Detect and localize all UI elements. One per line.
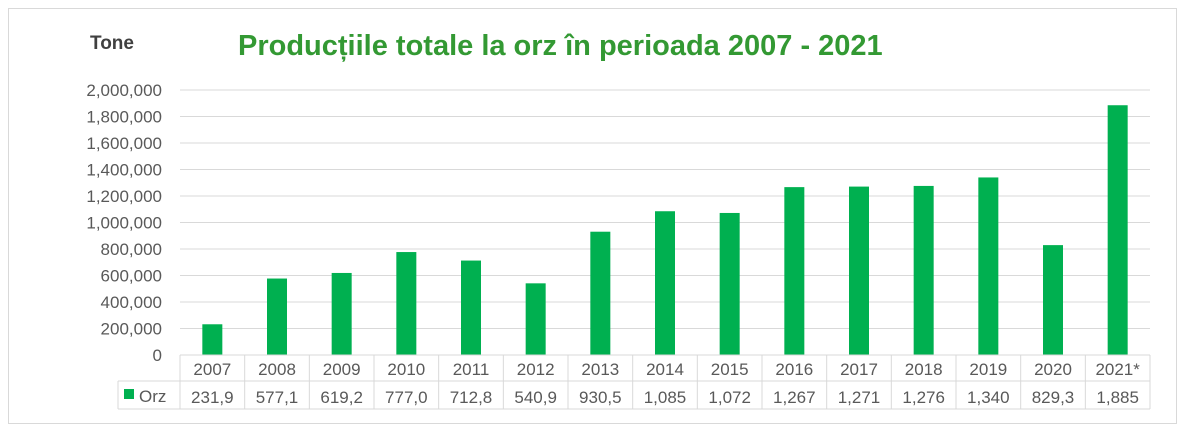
x-tick-label: 2012 bbox=[517, 360, 555, 379]
bar-2015 bbox=[719, 212, 740, 355]
table-value: 231,9 bbox=[191, 388, 234, 407]
y-tick-label: 2,000,000 bbox=[86, 81, 162, 100]
table-value: 712,8 bbox=[450, 388, 493, 407]
bar-2019 bbox=[978, 177, 999, 355]
chart-frame bbox=[8, 8, 1177, 424]
table-value: 1,340 bbox=[967, 388, 1010, 407]
x-tick-label: 2009 bbox=[323, 360, 361, 379]
bar-2011 bbox=[461, 260, 481, 355]
chart-title: Producțiile totale la orz în perioada 20… bbox=[238, 30, 883, 62]
bar-2012 bbox=[525, 283, 546, 355]
y-tick-label: 1,000,000 bbox=[86, 214, 162, 233]
y-tick-label: 800,000 bbox=[101, 240, 162, 259]
bar-2014 bbox=[655, 211, 675, 355]
x-tick-label: 2021* bbox=[1095, 360, 1140, 379]
y-tick-label: 1,200,000 bbox=[86, 187, 162, 206]
table-value: 1,267 bbox=[773, 388, 816, 407]
table-value: 1,085 bbox=[644, 388, 687, 407]
x-tick-label: 2008 bbox=[258, 360, 296, 379]
y-tick-label: 200,000 bbox=[101, 320, 162, 339]
legend-label: Orz bbox=[139, 387, 166, 406]
table-value: 829,3 bbox=[1032, 388, 1075, 407]
y-tick-label: 0 bbox=[153, 346, 162, 365]
bar-2021* bbox=[1107, 105, 1128, 355]
bar-2017 bbox=[849, 186, 869, 355]
x-tick-label: 2019 bbox=[969, 360, 1007, 379]
bar-2013 bbox=[590, 231, 611, 355]
x-tick-label: 2017 bbox=[840, 360, 878, 379]
x-tick-label: 2013 bbox=[581, 360, 619, 379]
bar-2009 bbox=[331, 272, 352, 355]
x-tick-label: 2011 bbox=[453, 360, 490, 379]
bar-2008 bbox=[267, 278, 287, 355]
x-tick-label: 2018 bbox=[905, 360, 943, 379]
y-tick-label: 1,400,000 bbox=[86, 161, 162, 180]
bar-2010 bbox=[396, 252, 417, 355]
x-tick-label: 2016 bbox=[775, 360, 813, 379]
y-tick-label: 1,600,000 bbox=[86, 134, 162, 153]
y-tick-label: 400,000 bbox=[101, 293, 162, 312]
table-value: 1,072 bbox=[708, 388, 751, 407]
x-tick-label: 2007 bbox=[193, 360, 231, 379]
table-value: 1,271 bbox=[838, 388, 881, 407]
x-tick-label: 2010 bbox=[387, 360, 425, 379]
y-tick-label: 600,000 bbox=[101, 267, 162, 286]
table-value: 1,276 bbox=[902, 388, 945, 407]
bar-2018 bbox=[913, 185, 934, 355]
bar-2007 bbox=[202, 324, 223, 355]
y-tick-label: 1,800,000 bbox=[86, 108, 162, 127]
table-value: 930,5 bbox=[579, 388, 622, 407]
x-tick-label: 2015 bbox=[711, 360, 749, 379]
x-tick-label: 2020 bbox=[1034, 360, 1072, 379]
bar-2020 bbox=[1043, 245, 1063, 355]
table-value: 540,9 bbox=[514, 388, 557, 407]
table-value: 1,885 bbox=[1096, 388, 1139, 407]
table-value: 619,2 bbox=[320, 388, 363, 407]
table-value: 777,0 bbox=[385, 388, 428, 407]
bar-2016 bbox=[784, 187, 805, 355]
legend-marker bbox=[124, 389, 134, 399]
table-value: 577,1 bbox=[256, 388, 299, 407]
x-tick-label: 2014 bbox=[646, 360, 684, 379]
y-axis-label: Tone bbox=[90, 33, 134, 54]
